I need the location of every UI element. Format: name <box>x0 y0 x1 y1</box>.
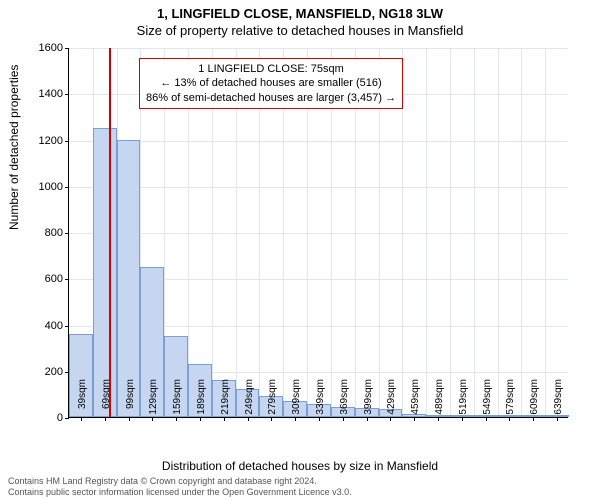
x-tick-label: 279sqm <box>267 379 278 421</box>
plot-region: 0200400600800100012001400160039sqm69sqm9… <box>68 48 568 418</box>
title-main: 1, LINGFIELD CLOSE, MANSFIELD, NG18 3LW <box>0 0 600 21</box>
gridline-h <box>69 48 568 49</box>
x-tick-label: 39sqm <box>77 379 88 421</box>
legend-line1: 1 LINGFIELD CLOSE: 75sqm <box>146 62 396 76</box>
y-tick-label: 800 <box>45 227 63 239</box>
x-tick-label: 159sqm <box>172 379 183 421</box>
x-tick-label: 639sqm <box>553 379 564 421</box>
x-axis-label: Distribution of detached houses by size … <box>0 459 600 473</box>
gridline-v <box>450 48 451 417</box>
y-tick-label: 600 <box>45 273 63 285</box>
bar <box>93 128 117 417</box>
chart-container: 1, LINGFIELD CLOSE, MANSFIELD, NG18 3LW … <box>0 0 600 500</box>
y-tick-mark <box>65 233 69 234</box>
footer-attribution: Contains HM Land Registry data © Crown c… <box>8 476 352 498</box>
gridline-v <box>474 48 475 417</box>
x-tick-label: 399sqm <box>363 379 374 421</box>
chart-area: 0200400600800100012001400160039sqm69sqm9… <box>68 48 568 418</box>
y-tick-label: 1200 <box>39 135 63 147</box>
gridline-h <box>69 141 568 142</box>
x-tick-label: 309sqm <box>291 379 302 421</box>
y-tick-mark <box>65 94 69 95</box>
y-tick-mark <box>65 48 69 49</box>
y-tick-mark <box>65 326 69 327</box>
y-tick-label: 400 <box>45 320 63 332</box>
x-tick-label: 339sqm <box>315 379 326 421</box>
footer-line2: Contains public sector information licen… <box>8 487 352 498</box>
y-tick-label: 0 <box>57 412 63 424</box>
y-tick-label: 1600 <box>39 42 63 54</box>
x-tick-label: 249sqm <box>244 379 255 421</box>
x-tick-label: 519sqm <box>458 379 469 421</box>
y-tick-mark <box>65 141 69 142</box>
x-tick-label: 129sqm <box>148 379 159 421</box>
x-tick-label: 549sqm <box>482 379 493 421</box>
y-tick-mark <box>65 187 69 188</box>
x-tick-label: 579sqm <box>505 379 516 421</box>
legend-line3: 86% of semi-detached houses are larger (… <box>146 91 396 105</box>
gridline-v <box>426 48 427 417</box>
gridline-v <box>498 48 499 417</box>
x-tick-label: 99sqm <box>125 379 136 421</box>
x-tick-label: 459sqm <box>410 379 421 421</box>
gridline-h <box>69 233 568 234</box>
bar <box>117 140 141 418</box>
legend-line2: ← 13% of detached houses are smaller (51… <box>146 76 396 90</box>
legend-box: 1 LINGFIELD CLOSE: 75sqm← 13% of detache… <box>139 58 403 109</box>
y-tick-mark <box>65 279 69 280</box>
title-sub: Size of property relative to detached ho… <box>0 21 600 38</box>
x-tick-label: 219sqm <box>220 379 231 421</box>
x-tick-label: 189sqm <box>196 379 207 421</box>
x-tick-label: 609sqm <box>529 379 540 421</box>
gridline-v <box>545 48 546 417</box>
y-axis-label: Number of detached properties <box>7 65 21 230</box>
y-tick-mark <box>65 418 69 419</box>
x-tick-label: 369sqm <box>339 379 350 421</box>
x-tick-label: 429sqm <box>386 379 397 421</box>
footer-line1: Contains HM Land Registry data © Crown c… <box>8 476 352 487</box>
x-tick-label: 489sqm <box>434 379 445 421</box>
gridline-v <box>521 48 522 417</box>
gridline-h <box>69 187 568 188</box>
reference-line <box>109 48 111 417</box>
y-tick-label: 1400 <box>39 88 63 100</box>
y-tick-label: 1000 <box>39 181 63 193</box>
y-tick-label: 200 <box>45 366 63 378</box>
